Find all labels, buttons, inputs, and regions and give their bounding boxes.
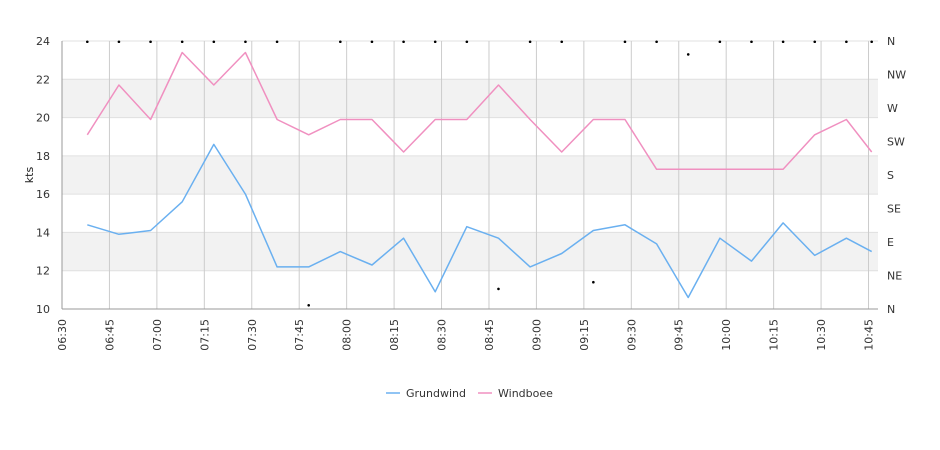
tick-labels: 10 12 14 16 18 20 22 24 06:30 06:45 07:00 07:15 07:3…	[36, 35, 906, 351]
direction-point	[623, 40, 627, 44]
y-tick-label: 20	[36, 112, 50, 125]
direction-point	[180, 40, 184, 44]
y-tick-label: 16	[36, 188, 50, 201]
direction-point	[497, 287, 500, 291]
direction-point	[718, 40, 722, 44]
y2-tick-label: SW	[887, 136, 905, 149]
y2-tick-label: NE	[887, 270, 902, 283]
direction-point	[813, 40, 817, 44]
direction-point	[370, 40, 374, 44]
series-lines	[86, 51, 873, 299]
axes	[61, 41, 878, 310]
y-tick-label: 18	[36, 150, 50, 163]
x-tick-label: 08:30	[436, 319, 449, 351]
y2-tick-label: S	[887, 169, 894, 182]
direction-point	[402, 40, 405, 44]
legend-item-windboee[interactable]: Windboee	[478, 387, 553, 400]
x-tick-label: 07:45	[293, 319, 306, 351]
x-tick-label: 06:30	[56, 319, 69, 351]
y-band	[62, 155, 878, 195]
x-tick-label: 09:15	[578, 319, 591, 351]
direction-point	[845, 40, 848, 44]
y-axis-title: kts	[23, 167, 36, 184]
y-tick-label: 22	[36, 73, 50, 86]
direction-point	[655, 40, 658, 44]
x-tick-label: 10:15	[768, 319, 781, 351]
y2-tick-label: E	[887, 236, 894, 249]
y-tick-label: 14	[36, 226, 50, 239]
series-line-grundwind	[87, 143, 873, 299]
direction-point	[750, 40, 753, 44]
y2-tick-label: SE	[887, 203, 901, 216]
x-tick-label: 07:15	[198, 319, 211, 351]
y2-tick-label: W	[887, 102, 898, 115]
direction-point	[870, 40, 873, 44]
x-tick-label: 06:45	[103, 319, 116, 351]
y2-tick-label: N	[887, 35, 895, 48]
x-tick-label: 09:45	[673, 319, 686, 351]
y-tick-label: 24	[36, 35, 50, 48]
direction-point	[781, 40, 785, 44]
y-tick-label: 10	[36, 303, 50, 316]
direction-points	[86, 40, 873, 307]
x-tick-label: 09:30	[625, 319, 638, 351]
series-line-windboee	[86, 51, 873, 171]
direction-point	[117, 40, 121, 44]
direction-point	[86, 40, 89, 44]
x-tick-label: 08:00	[341, 319, 354, 351]
direction-point	[465, 40, 469, 44]
direction-point	[339, 40, 342, 44]
x-tick-label: 10:45	[863, 319, 876, 351]
legend: Grundwind Windboee	[386, 387, 553, 400]
direction-point	[149, 40, 152, 44]
x-tick-label: 07:00	[151, 319, 164, 351]
direction-point	[244, 40, 247, 44]
direction-point	[560, 40, 564, 44]
x-tick-label: 07:30	[246, 319, 259, 351]
y2-tick-label: NW	[887, 69, 906, 82]
direction-point	[433, 40, 437, 44]
legend-item-grundwind[interactable]: Grundwind	[386, 387, 466, 400]
direction-point	[528, 40, 532, 44]
x-tick-label: 10:30	[815, 319, 828, 351]
y-grid-bands	[62, 79, 878, 271]
x-tick-label: 10:00	[720, 319, 733, 351]
y2-tick-label: N	[887, 303, 895, 316]
y-band	[62, 232, 878, 271]
x-tick-label: 08:15	[388, 319, 401, 351]
direction-point	[686, 53, 690, 56]
y-band	[62, 79, 878, 118]
legend-label: Grundwind	[406, 387, 466, 400]
legend-label: Windboee	[498, 387, 553, 400]
x-tick-label: 09:00	[530, 319, 543, 351]
grid-lines	[61, 40, 878, 310]
direction-point	[307, 303, 310, 307]
x-tick-label: 08:45	[483, 319, 496, 351]
direction-point	[212, 40, 216, 44]
y-tick-label: 12	[36, 265, 50, 278]
direction-point	[275, 40, 279, 44]
direction-point	[592, 280, 595, 284]
